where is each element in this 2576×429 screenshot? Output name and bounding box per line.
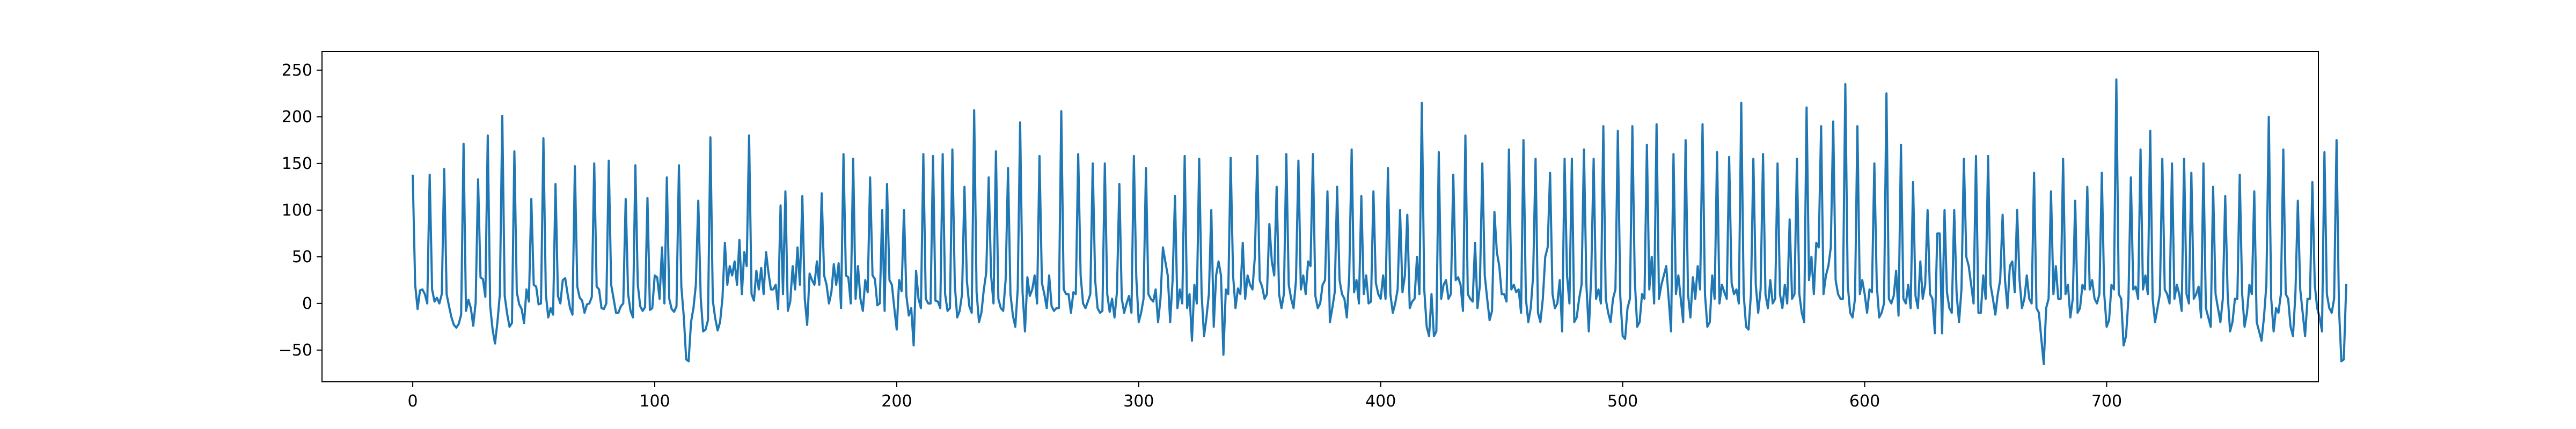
x-tick-label: 100 — [639, 392, 670, 411]
plot-marks — [412, 78, 2347, 365]
x-tick-label: 700 — [2091, 392, 2122, 411]
x-tick-label: 400 — [1365, 392, 1396, 411]
y-tick-label: 150 — [282, 154, 312, 173]
x-tick-label: 500 — [1607, 392, 1638, 411]
x-tick-label: 200 — [881, 392, 912, 411]
y-tick-label: 250 — [282, 61, 312, 80]
x-tick-label: 600 — [1849, 392, 1880, 411]
y-tick-label: −50 — [279, 341, 312, 360]
x-tick-label: 0 — [408, 392, 418, 411]
y-tick-label: 0 — [302, 294, 312, 313]
series-line-0 — [412, 78, 2347, 365]
y-tick-label: 200 — [282, 108, 312, 127]
x-axis: 0 100 200 300 400 500 600 700 — [408, 382, 2122, 411]
x-tick-label: 300 — [1123, 392, 1154, 411]
plot-frame — [321, 51, 2319, 382]
y-axis: −50 0 50 100 150 200 250 — [279, 61, 322, 360]
y-tick-label: 50 — [292, 248, 312, 267]
y-tick-label: 100 — [282, 201, 312, 220]
